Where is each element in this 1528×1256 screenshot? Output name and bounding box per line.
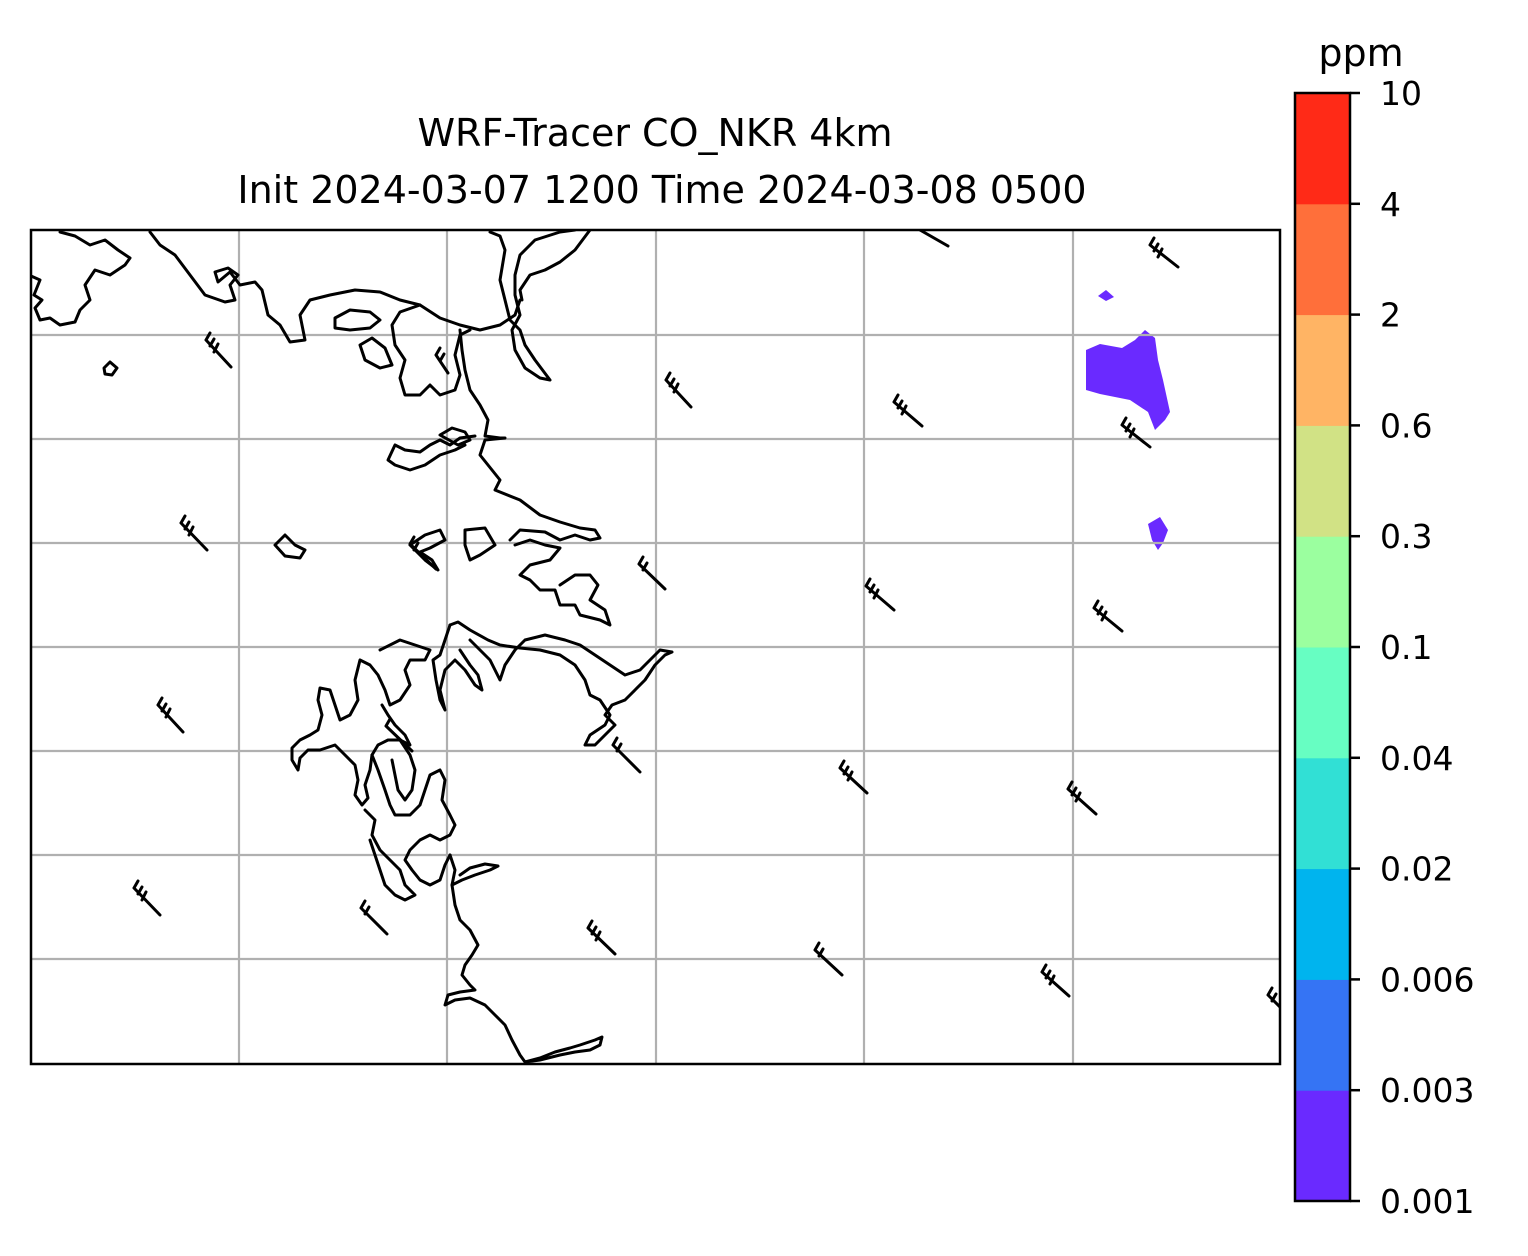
colorbar-swatch bbox=[1295, 1090, 1350, 1202]
wind-barb bbox=[156, 696, 185, 734]
colorbar-swatch bbox=[1295, 979, 1350, 1091]
wind-barb bbox=[1040, 963, 1071, 998]
coastline-northwest bbox=[31, 230, 132, 327]
colorbar-swatch bbox=[1295, 647, 1350, 759]
colorbar-tick-label: 0.003 bbox=[1380, 1071, 1474, 1110]
coastline-south-coast bbox=[443, 883, 604, 1064]
coastline-south-river bbox=[448, 853, 500, 887]
wind-barb bbox=[408, 535, 438, 571]
colorbar: ppm 0.001 0.003 0.006 0.02 0.04 0.1 0.3 0.6 2 4 10 bbox=[1293, 31, 1474, 1221]
wind-barb bbox=[918, 230, 950, 248]
wind-barb bbox=[384, 717, 414, 753]
map-title-line2: Init 2024-03-07 1200 Time 2024-03-08 050… bbox=[237, 168, 1086, 212]
coastline-small-islet bbox=[102, 360, 119, 377]
coastline-central-peninsula bbox=[448, 620, 674, 747]
coastline-north-lake bbox=[333, 308, 382, 332]
coastline-river-left bbox=[386, 434, 477, 472]
wind-barb bbox=[1066, 780, 1098, 816]
wind-barb bbox=[838, 759, 869, 795]
colorbar-swatch bbox=[1295, 536, 1350, 648]
colorbar-ticks: 0.001 0.003 0.006 0.02 0.04 0.1 0.3 0.6 2 4 10 bbox=[1350, 74, 1474, 1221]
wind-barb bbox=[1148, 236, 1180, 269]
colorbar-swatch bbox=[1295, 757, 1350, 870]
colorbar-tick-label: 0.3 bbox=[1380, 517, 1432, 556]
coastline-north-2 bbox=[488, 230, 577, 382]
plume-main bbox=[1086, 330, 1170, 430]
colorbar-unit: ppm bbox=[1318, 31, 1403, 75]
wind-barb bbox=[434, 346, 450, 375]
coastline-bay-island bbox=[358, 336, 394, 370]
wind-barb bbox=[359, 899, 389, 936]
coastline-central-west bbox=[431, 623, 484, 712]
colorbar-swatch bbox=[1295, 314, 1350, 426]
colorbar-swatch bbox=[1295, 93, 1350, 205]
tracer-plume bbox=[1086, 290, 1170, 550]
coastline-mid-island bbox=[273, 533, 307, 560]
plume-small-south bbox=[1148, 517, 1168, 550]
gridlines bbox=[31, 230, 1280, 1064]
wind-barb bbox=[611, 736, 642, 774]
coastlines bbox=[31, 230, 674, 1064]
colorbar-swatch bbox=[1295, 203, 1350, 316]
coastline-mid-2 bbox=[463, 526, 497, 562]
wind-barb bbox=[1092, 599, 1124, 633]
wind-barb bbox=[132, 879, 162, 917]
map-frame bbox=[29, 228, 1282, 1066]
coastline-south-lobe bbox=[370, 753, 457, 887]
coastline-north-1 bbox=[148, 230, 522, 344]
wind-barb bbox=[664, 371, 693, 409]
wind-barb bbox=[892, 393, 924, 428]
coastline-river-isle bbox=[438, 426, 472, 447]
coastline-south-2 bbox=[363, 808, 417, 902]
wind-barb bbox=[179, 514, 209, 552]
colorbar-swatch bbox=[1295, 425, 1350, 537]
colorbar-tick-label: 0.001 bbox=[1380, 1182, 1474, 1221]
colorbar-swatches bbox=[1295, 93, 1350, 1202]
colorbar-tick-label: 2 bbox=[1380, 296, 1401, 335]
colorbar-swatch bbox=[1295, 868, 1350, 980]
coastline-river-upper bbox=[458, 328, 602, 542]
plume-small-north bbox=[1098, 290, 1114, 301]
wind-barb bbox=[1120, 416, 1152, 449]
colorbar-tick-label: 0.006 bbox=[1380, 960, 1474, 999]
map-title-line1: WRF-Tracer CO_NKR 4km bbox=[417, 111, 892, 155]
colorbar-tick-label: 10 bbox=[1380, 74, 1422, 113]
coastline-north-3 bbox=[518, 230, 592, 302]
wind-barbs bbox=[132, 230, 1280, 1010]
coastline-south-arm bbox=[390, 738, 417, 802]
map-panel bbox=[29, 228, 1282, 1066]
colorbar-tick-label: 0.1 bbox=[1380, 628, 1432, 667]
colorbar-tick-label: 0.6 bbox=[1380, 406, 1432, 445]
wind-barb bbox=[637, 555, 667, 591]
colorbar-tick-label: 0.02 bbox=[1380, 850, 1453, 889]
wind-barb bbox=[204, 331, 233, 369]
wind-barb bbox=[864, 577, 896, 612]
colorbar-tick-label: 4 bbox=[1380, 185, 1401, 224]
coastline-bay-north bbox=[390, 303, 472, 397]
coastline-mid-3 bbox=[513, 538, 612, 627]
wind-barb bbox=[813, 941, 844, 977]
wind-barb bbox=[586, 919, 617, 956]
colorbar-tick-label: 0.04 bbox=[1380, 739, 1453, 778]
